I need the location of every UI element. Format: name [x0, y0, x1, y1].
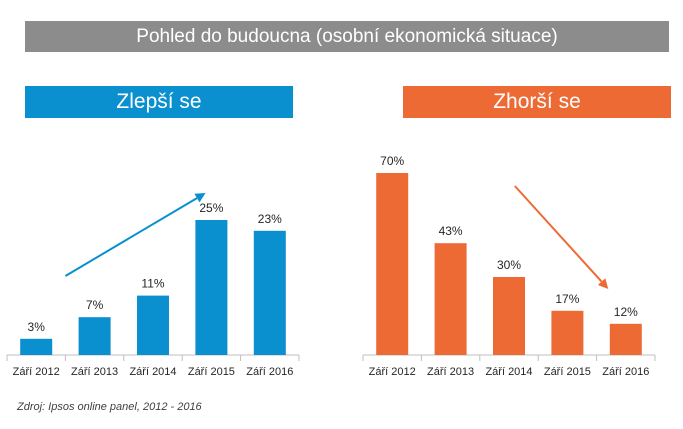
- bar: [195, 220, 228, 355]
- bar: [20, 338, 53, 355]
- data-label: 3%: [28, 320, 46, 334]
- category-label: Září 2016: [602, 366, 649, 378]
- category-label: Září 2015: [544, 366, 591, 378]
- trend-arrow-head: [597, 278, 609, 289]
- data-label: 23%: [258, 212, 282, 226]
- category-label: Září 2015: [188, 366, 235, 378]
- worsen-header: Zhorší se: [403, 86, 671, 118]
- source-note: Zdroj: Ipsos online panel, 2012 - 2016: [17, 401, 202, 413]
- category-label: Září 2014: [129, 366, 176, 378]
- data-label: 70%: [380, 154, 404, 168]
- data-label: 30%: [497, 258, 521, 272]
- trend-arrow-line: [64, 197, 198, 277]
- category-label: Září 2013: [427, 366, 474, 378]
- bar: [253, 230, 286, 355]
- data-label: 12%: [614, 305, 638, 319]
- page-title: Pohled do budoucna (osobní ekonomická si…: [25, 21, 669, 52]
- data-label: 25%: [199, 201, 223, 215]
- trend-arrow-head: [194, 193, 206, 203]
- bar: [493, 277, 525, 355]
- data-label: 43%: [439, 224, 463, 238]
- bar: [551, 310, 584, 355]
- data-label: 11%: [141, 277, 164, 291]
- chart-0: 3% Září 2012 7% Září 2013 11% Září 2014 25% Zář…: [6, 193, 300, 378]
- trend-arrow-line: [514, 185, 603, 283]
- category-label: Září 2014: [485, 366, 532, 378]
- chart-1: 70% Září 2012 43% Září 2013 30% Září 2014 17% Z…: [362, 154, 656, 378]
- bar: [609, 323, 642, 355]
- category-label: Září 2012: [13, 366, 60, 378]
- bar: [78, 317, 111, 355]
- category-label: Září 2012: [369, 366, 416, 378]
- data-label: 7%: [86, 298, 104, 312]
- category-label: Září 2016: [246, 366, 293, 378]
- improve-header: Zlepší se: [25, 86, 293, 118]
- category-label: Září 2013: [71, 366, 118, 378]
- bar: [137, 295, 169, 355]
- bar: [434, 243, 467, 355]
- data-label: 17%: [555, 292, 579, 306]
- bar: [376, 173, 409, 355]
